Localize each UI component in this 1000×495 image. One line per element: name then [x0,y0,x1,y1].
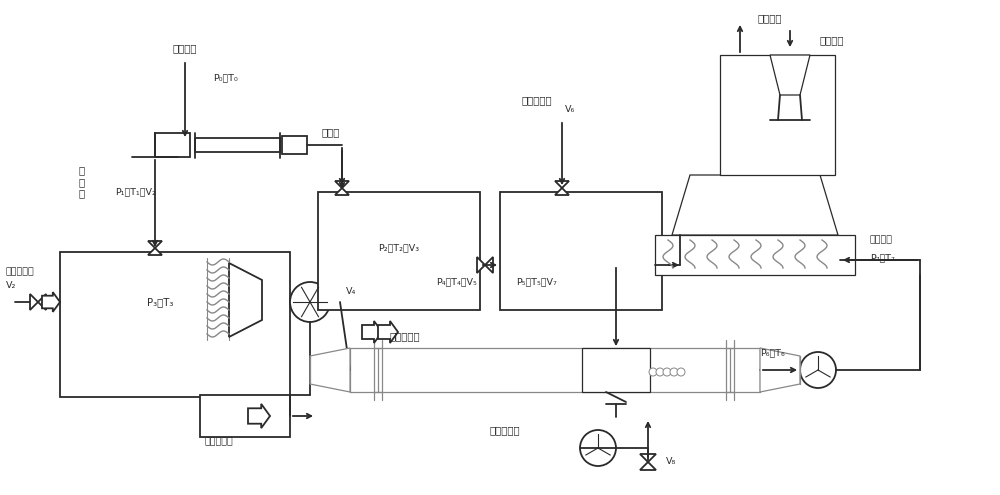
Bar [318,192,480,310]
Text: V₈: V₈ [666,457,676,466]
Circle shape [332,298,340,306]
Polygon shape [485,257,493,273]
Polygon shape [30,294,38,310]
Polygon shape [310,348,350,392]
Polygon shape [248,404,270,428]
Bar [195,138,280,152]
Text: 冷却液排口: 冷却液排口 [205,438,234,446]
Bar [282,136,307,154]
Polygon shape [148,241,162,248]
Polygon shape [148,248,162,255]
Text: 二次进空气: 二次进空气 [522,95,553,105]
Bar [155,133,190,157]
Text: 热沼气: 热沼气 [322,127,340,137]
Circle shape [580,430,616,466]
Text: 沼气入口: 沼气入口 [173,43,197,53]
Text: P₀、T₀: P₀、T₀ [213,73,238,83]
Text: V₂: V₂ [6,282,16,291]
Text: P₄、T₄、V₅: P₄、T₄、V₅ [436,278,477,287]
Text: 燃料进口: 燃料进口 [870,236,893,245]
Circle shape [677,368,685,376]
Text: V₄: V₄ [346,288,356,297]
Text: 垃圾进料: 垃圾进料 [820,35,844,45]
Polygon shape [477,257,485,273]
Text: 三次进空气: 三次进空气 [490,425,521,435]
Text: 四次进空气: 四次进空气 [390,331,421,341]
Text: P₅、T₅、V₇: P₅、T₅、V₇ [516,278,557,287]
Polygon shape [335,181,349,188]
Text: P₁、T₁、V₂: P₁、T₁、V₂ [115,188,156,197]
Text: 尾气检测: 尾气检测 [758,13,782,23]
Bar [655,235,855,275]
Bar [582,348,650,392]
Polygon shape [362,321,382,343]
Text: 冷
沼
气: 冷 沼 气 [79,165,85,198]
Polygon shape [760,348,800,392]
Circle shape [290,282,330,322]
Text: P₂、T₂、V₃: P₂、T₂、V₃ [378,244,420,252]
Bar [500,192,662,310]
Polygon shape [660,257,668,273]
Circle shape [663,368,671,376]
Polygon shape [640,454,656,462]
Circle shape [649,368,657,376]
Polygon shape [770,55,810,95]
Polygon shape [335,188,349,195]
Polygon shape [42,292,60,312]
Polygon shape [555,188,569,195]
Polygon shape [229,263,262,337]
Bar [720,55,835,175]
Polygon shape [555,181,569,188]
Text: P₆、T₆: P₆、T₆ [760,348,785,357]
Bar [60,252,290,397]
Text: 一次进空气: 一次进空气 [6,267,35,277]
Circle shape [656,368,664,376]
Text: P₇、T₇: P₇、T₇ [870,253,895,262]
Polygon shape [668,257,676,273]
Text: P₃、T₃: P₃、T₃ [147,297,173,307]
Circle shape [670,368,678,376]
Circle shape [800,352,836,388]
Text: V₆: V₆ [565,105,575,114]
Polygon shape [672,175,838,235]
Polygon shape [378,321,398,343]
Bar [200,395,290,437]
Polygon shape [38,294,46,310]
Polygon shape [640,462,656,470]
